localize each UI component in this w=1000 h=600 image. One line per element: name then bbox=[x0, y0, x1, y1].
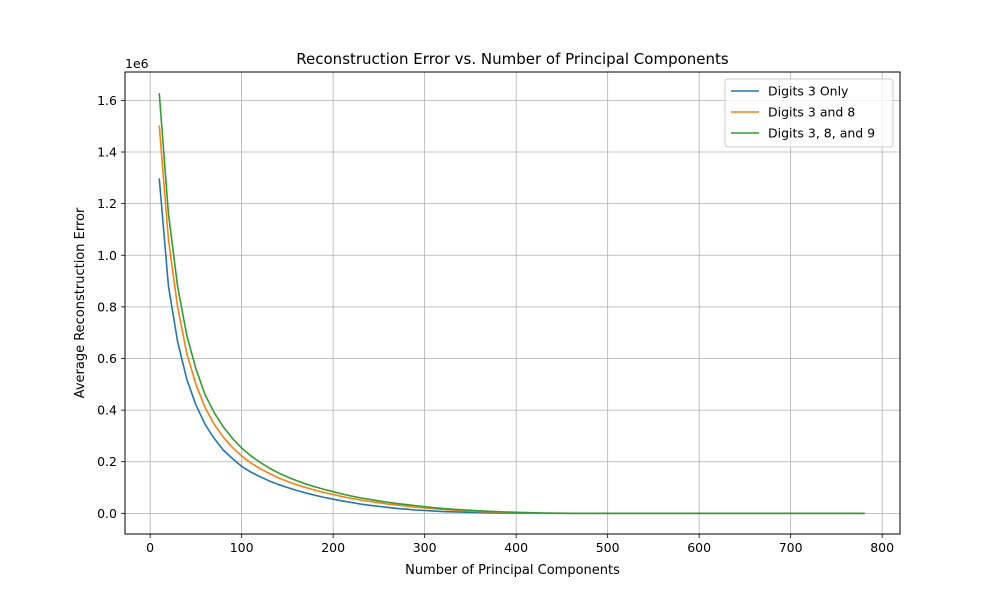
y-tick-label: 0.6 bbox=[97, 351, 117, 366]
series-line-3 bbox=[158, 93, 865, 515]
y-tick-label: 1.4 bbox=[97, 145, 117, 160]
x-tick-label: 100 bbox=[230, 540, 254, 555]
x-axis-label: Number of Principal Components bbox=[405, 563, 620, 578]
y-offset-label: 1e6 bbox=[125, 56, 149, 71]
y-tick-label: 0.8 bbox=[97, 299, 117, 314]
axis-ticks: 0 100 200 300 400 500 600 700 800 0.0 0.2 0.4 0.6 0.8… bbox=[97, 93, 894, 555]
y-tick-label: 0.4 bbox=[97, 403, 117, 418]
y-tick-label: 0.2 bbox=[97, 454, 117, 469]
legend-label: Digits 3, 8, and 9 bbox=[768, 126, 875, 141]
x-tick-label: 500 bbox=[596, 540, 620, 555]
x-tick-label: 700 bbox=[779, 540, 803, 555]
x-tick-label: 300 bbox=[413, 540, 437, 555]
series-lines bbox=[158, 93, 865, 515]
chart-title: Reconstruction Error vs. Number of Princ… bbox=[296, 50, 729, 68]
plot-frame bbox=[124, 71, 901, 535]
y-tick-label: 1.6 bbox=[97, 93, 117, 108]
legend-box bbox=[724, 78, 894, 148]
y-tick-label: 1.2 bbox=[97, 196, 117, 211]
legend-label: Digits 3 and 8 bbox=[768, 105, 855, 120]
x-tick-label: 0 bbox=[146, 540, 154, 555]
legend: Digits 3 Only Digits 3 and 8 Digits 3, 8, … bbox=[724, 78, 894, 148]
y-tick-label: 1.0 bbox=[97, 248, 117, 263]
x-tick-label: 400 bbox=[504, 540, 528, 555]
x-tick-label: 200 bbox=[321, 540, 345, 555]
x-tick-label: 800 bbox=[870, 540, 894, 555]
y-axis-label: Average Reconstruction Error bbox=[73, 207, 88, 398]
legend-label: Digits 3 Only bbox=[768, 84, 849, 99]
y-tick-label: 0.0 bbox=[97, 506, 117, 521]
x-tick-label: 600 bbox=[687, 540, 711, 555]
